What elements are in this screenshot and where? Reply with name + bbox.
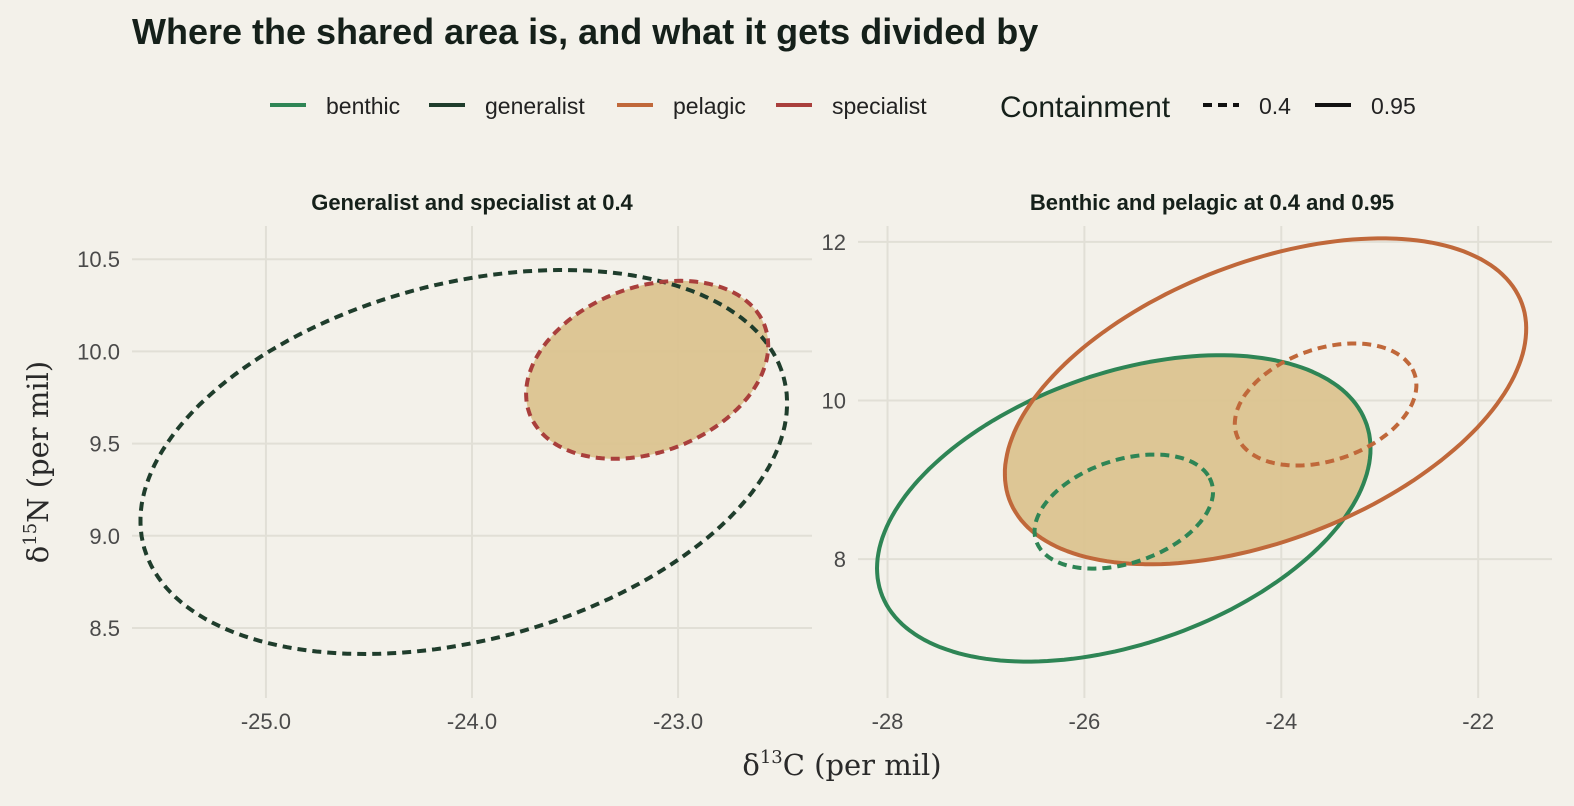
x-tick-label: -24 — [1265, 709, 1297, 734]
x-tick-label: -25.0 — [241, 709, 291, 734]
legend-label-containment-0.4: 0.4 — [1259, 93, 1291, 119]
y-tick-label: 9.5 — [89, 432, 120, 457]
panel-benthic-pelagic: Benthic and pelagic at 0.4 and 0.95 -28 -2… — [822, 190, 1552, 734]
ellipse-pelagic-095 — [1002, 236, 1529, 567]
x-tick-label: -23.0 — [653, 709, 703, 734]
x-axis-title-rest: C (per mil) — [783, 748, 942, 782]
x-tick-label: -22 — [1462, 709, 1494, 734]
x-tick-label: -26 — [1069, 709, 1101, 734]
y-tick-label: 12 — [822, 230, 846, 255]
x-axis-title-delta: δ — [742, 748, 759, 782]
y-tick-label: 10.5 — [77, 247, 120, 272]
y-tick-label: 8.5 — [89, 616, 120, 641]
legend-label-specialist: specialist — [832, 93, 927, 119]
chart-title: Where the shared area is, and what it ge… — [132, 11, 1038, 52]
panel-generalist-specialist: Generalist and specialist at 0.4 -25.0 -24… — [77, 190, 812, 734]
ellipse-pelagic-04 — [1232, 341, 1419, 468]
y-axis-title-rest: N (per mil) — [21, 361, 55, 523]
ellipse-specialist-04 — [524, 278, 771, 461]
x-axis-title: δ13C (per mil) — [742, 747, 941, 782]
legend-label-generalist: generalist — [485, 93, 585, 119]
overlap-area — [1004, 355, 1371, 565]
legend-containment-title: Containment — [1000, 91, 1171, 124]
ellipse-generalist-04 — [138, 268, 789, 656]
panel-title: Benthic and pelagic at 0.4 and 0.95 — [1030, 190, 1394, 215]
x-tick-label: -24.0 — [447, 709, 497, 734]
y-tick-label: 10 — [822, 389, 846, 414]
legend-label-benthic: benthic — [326, 93, 400, 119]
panel-title: Generalist and specialist at 0.4 — [311, 190, 633, 215]
y-axis-title-sup: 15 — [20, 523, 41, 546]
ellipse-benthic-095 — [875, 353, 1373, 664]
overlap-area — [526, 280, 769, 459]
legend-label-containment-0.95: 0.95 — [1371, 93, 1416, 119]
ellipse-benthic-04 — [1032, 452, 1215, 571]
legend: benthic generalist pelagic specialist Contai… — [270, 91, 1416, 124]
x-axis-title-sup: 13 — [760, 747, 783, 768]
y-tick-label: 8 — [834, 547, 846, 572]
y-axis-title: δ15N (per mil) — [20, 361, 55, 563]
y-axis-title-delta: δ — [21, 546, 55, 563]
legend-label-pelagic: pelagic — [673, 93, 746, 119]
y-tick-label: 9.0 — [89, 524, 120, 549]
y-tick-label: 10.0 — [77, 339, 120, 364]
x-tick-label: -28 — [872, 709, 904, 734]
